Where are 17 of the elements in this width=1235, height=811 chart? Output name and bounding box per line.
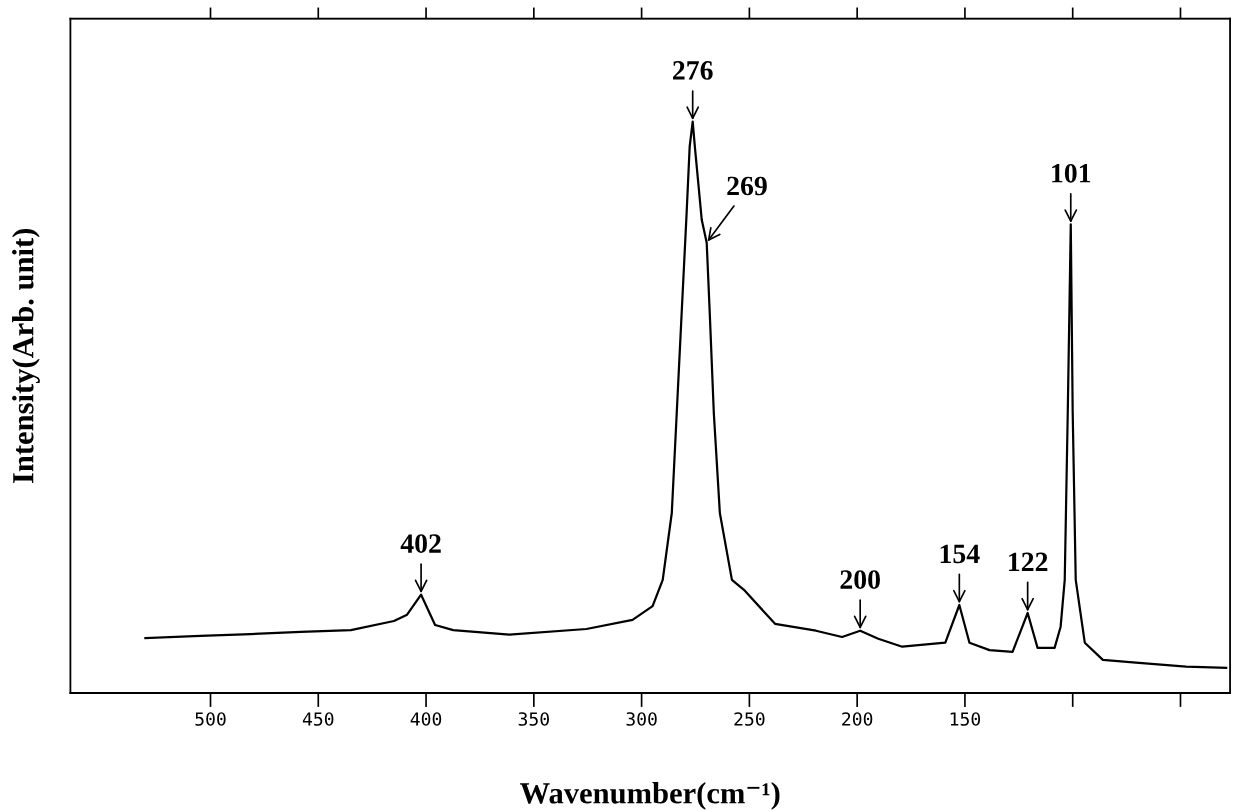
x-tick-label: 200	[842, 712, 873, 726]
x-tick-label: 150	[950, 712, 981, 726]
x-tick-label: 250	[734, 712, 765, 726]
x-axis-title: Wavenumber(cm⁻¹)	[520, 782, 780, 810]
annotation: 402	[400, 534, 441, 553]
annotation: 101	[1052, 163, 1091, 183]
annotation: 200	[840, 570, 880, 589]
annotation: 276	[673, 61, 713, 80]
annotation: 122	[1009, 552, 1048, 571]
x-tick-label: 300	[626, 712, 657, 726]
y-axis-title: Intensity(Arb. unit)	[12, 228, 40, 483]
annotation: 154	[940, 544, 980, 564]
x-tick-label: 350	[518, 712, 549, 726]
annotation: 269	[727, 176, 767, 196]
x-tick-label: 500	[195, 712, 226, 726]
x-tick-label: 450	[302, 712, 334, 726]
x-tick-label: 400	[410, 712, 442, 726]
